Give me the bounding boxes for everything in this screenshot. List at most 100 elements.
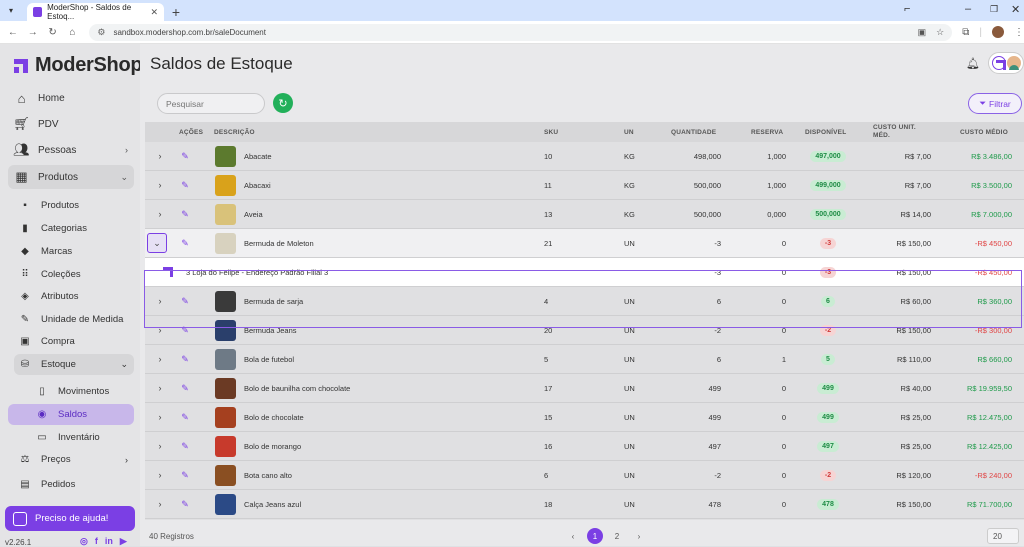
chevron-right-icon[interactable]: › bbox=[158, 499, 162, 509]
sidebar-item-home[interactable]: ⌂ Home bbox=[8, 86, 134, 110]
youtube-icon[interactable]: ▶ bbox=[119, 536, 127, 546]
cursor-icon: ⌐ bbox=[904, 3, 911, 15]
sidebar-subitem-pedidos[interactable]: ▤ Pedidos bbox=[14, 474, 134, 495]
browser-tab[interactable]: ModerShop - Saldos de Estoq... ✕ bbox=[27, 3, 164, 21]
edit-icon[interactable]: ✎ bbox=[181, 353, 189, 364]
close-window-icon[interactable]: ✕ bbox=[1011, 4, 1021, 16]
refresh-button[interactable]: ↻ bbox=[273, 93, 293, 113]
sidebar-subitem-atributos[interactable]: ◈ Atributos bbox=[14, 286, 134, 307]
main-content: Saldos de Estoque 🔔︎ ↻ ⏷ Filtrar AÇÕES D… bbox=[140, 44, 1024, 546]
search-input[interactable] bbox=[157, 93, 265, 114]
sidebar-subitem-unidade[interactable]: ✎ Unidade de Medida bbox=[14, 309, 134, 330]
table-row[interactable]: › ✎ Abacaxi 11 KG 500,000 1,000 499,000 R$ 7,00 R… bbox=[145, 171, 1024, 200]
sidebar-item-produtos[interactable]: ▦ Produtos ⌄ bbox=[8, 165, 134, 189]
chevron-right-icon[interactable]: › bbox=[158, 296, 162, 306]
forward-icon[interactable]: → bbox=[27, 26, 38, 38]
chevron-right-icon[interactable]: › bbox=[158, 151, 162, 161]
sidebar-subitem-compra[interactable]: ▣ Compra bbox=[14, 331, 134, 352]
sidebar-subitem-saldos[interactable]: ◉ Saldos bbox=[8, 404, 134, 425]
product-unit: UN bbox=[624, 325, 635, 335]
edit-icon[interactable]: ✎ bbox=[181, 498, 189, 509]
table-row[interactable]: › ✎ Bota cano alto 6 UN -2 0 -2 R$ 120,00 -R$ 240… bbox=[145, 461, 1024, 490]
edit-icon[interactable]: ✎ bbox=[181, 411, 189, 422]
brand-logo[interactable]: ModerShop bbox=[12, 54, 143, 77]
unit-cost: R$ 25,00 bbox=[900, 441, 931, 451]
facebook-icon[interactable]: f bbox=[94, 536, 98, 546]
per-page-select[interactable]: 20 bbox=[987, 528, 1019, 544]
instagram-icon[interactable]: ◎ bbox=[80, 536, 88, 546]
page-1-button[interactable]: 1 bbox=[587, 528, 603, 544]
sidebar-subitem-marcas[interactable]: ◆ Marcas bbox=[14, 241, 134, 262]
sidebar-item-pdv[interactable]: 🛒︎ PDV bbox=[8, 112, 134, 136]
bell-icon[interactable]: 🔔︎ bbox=[966, 57, 980, 70]
edit-icon[interactable]: ✎ bbox=[181, 179, 189, 190]
table-row[interactable]: › ✎ Calça Jeans azul 18 UN 478 0 478 R$ 150,00 R$… bbox=[145, 490, 1024, 519]
minimize-icon[interactable]: – bbox=[965, 3, 972, 15]
table-row[interactable]: › ✎ Bolo de morango 16 UN 497 0 497 R$ 25,00 R$ 1… bbox=[145, 432, 1024, 461]
stock-table: AÇÕES DESCRIÇÃO SKU UN QUANTIDADE RESERV… bbox=[145, 122, 1024, 520]
chevron-right-icon[interactable]: › bbox=[158, 441, 162, 451]
table-row[interactable]: › ✎ Bermuda de sarja 4 UN 6 0 6 R$ 60,00 R$ 360,0… bbox=[145, 287, 1024, 316]
sidebar-item-label: Movimentos bbox=[58, 386, 110, 397]
chevron-right-icon[interactable]: › bbox=[158, 209, 162, 219]
table-row[interactable]: ⌄ ✎ Bermuda de Moleton 21 UN -3 0 -3 R$ 150,00 -R… bbox=[145, 229, 1024, 258]
table-row[interactable]: › ✎ Bola de futebol 5 UN 6 1 5 R$ 110,00 R$ 660,0… bbox=[145, 345, 1024, 374]
sidebar-subitem-movimentos[interactable]: ▯ Movimentos bbox=[8, 381, 134, 402]
help-button[interactable]: Preciso de ajuda! bbox=[5, 506, 135, 531]
chevron-down-icon[interactable]: ⌄ bbox=[147, 233, 167, 253]
site-info-icon[interactable]: ⚙ bbox=[97, 26, 106, 37]
back-icon[interactable]: ← bbox=[7, 26, 18, 38]
chevron-right-icon[interactable]: › bbox=[158, 383, 162, 393]
edit-icon[interactable]: ✎ bbox=[181, 150, 189, 161]
url-bar[interactable]: ⚙ sandbox.modershop.com.br/saleDocument … bbox=[89, 23, 953, 41]
new-tab-button[interactable]: + bbox=[171, 4, 181, 20]
sidebar-subitem-produtos[interactable]: ▪ Produtos bbox=[14, 195, 134, 216]
chevron-right-icon[interactable]: › bbox=[158, 325, 162, 335]
chevron-right-icon[interactable]: › bbox=[158, 354, 162, 364]
user-menu[interactable] bbox=[988, 52, 1024, 74]
product-quantity: 478 bbox=[708, 499, 721, 509]
edit-icon[interactable]: ✎ bbox=[181, 382, 189, 393]
prev-page-icon[interactable]: ‹ bbox=[571, 531, 575, 541]
sidebar-subitem-precos[interactable]: ⚖ Preços › bbox=[14, 449, 134, 470]
sidebar-subitem-colecoes[interactable]: ⠿ Coleções bbox=[14, 264, 134, 285]
sidebar-subitem-categorias[interactable]: ▮ Categorias bbox=[14, 218, 134, 239]
edit-icon[interactable]: ✎ bbox=[181, 237, 189, 248]
home-icon[interactable]: ⌂ bbox=[69, 26, 76, 38]
tab-search-icon[interactable]: ▾ bbox=[8, 6, 13, 15]
store-description: 3 Loja do Felipe - Endereço Padrão Filia… bbox=[186, 267, 329, 277]
table-row[interactable]: › ✎ Aveia 13 KG 500,000 0,000 500,000 R$ 14,00 R$… bbox=[145, 200, 1024, 229]
product-thumbnail bbox=[214, 432, 237, 460]
table-row[interactable]: › ✎ Abacate 10 KG 498,000 1,000 497,000 R$ 7,00 R… bbox=[145, 142, 1024, 171]
edit-icon[interactable]: ✎ bbox=[181, 324, 189, 335]
install-icon[interactable]: ▣ bbox=[917, 26, 927, 37]
sidebar-item-pessoas[interactable]: 👥︎ Pessoas › bbox=[8, 138, 134, 162]
product-thumbnail bbox=[214, 403, 237, 431]
restore-icon[interactable]: ❐ bbox=[990, 4, 999, 14]
sidebar-subitem-inventario[interactable]: ▭ Inventário bbox=[8, 427, 134, 448]
edit-icon[interactable]: ✎ bbox=[181, 469, 189, 480]
chevron-right-icon[interactable]: › bbox=[158, 180, 162, 190]
edit-icon[interactable]: ✎ bbox=[181, 440, 189, 451]
edit-icon[interactable]: ✎ bbox=[181, 295, 189, 306]
page-2-button[interactable]: 2 bbox=[614, 531, 620, 541]
menu-icon[interactable]: ⋮ bbox=[1013, 26, 1024, 38]
chevron-right-icon[interactable]: › bbox=[158, 412, 162, 422]
balance-icon: ◉ bbox=[37, 409, 47, 420]
filter-button[interactable]: ⏷ Filtrar bbox=[968, 93, 1022, 114]
chevron-right-icon[interactable]: › bbox=[158, 470, 162, 480]
table-row[interactable]: › ✎ Bermuda Jeans 20 UN -2 0 -2 R$ 150,00 -R$ 300… bbox=[145, 316, 1024, 345]
profile-avatar[interactable] bbox=[991, 26, 1004, 38]
sidebar-subitem-estoque[interactable]: ⛁ Estoque ⌄ bbox=[14, 354, 134, 375]
close-tab-icon[interactable]: ✕ bbox=[150, 6, 158, 17]
linkedin-icon[interactable]: in bbox=[104, 536, 113, 546]
bookmark-star-icon[interactable]: ☆ bbox=[936, 26, 945, 37]
store-reserve: 0 bbox=[781, 267, 786, 277]
product-description: Bermuda de sarja bbox=[244, 296, 304, 306]
reload-icon[interactable]: ↻ bbox=[48, 26, 57, 38]
edit-icon[interactable]: ✎ bbox=[181, 208, 189, 219]
table-row[interactable]: › ✎ Bolo de baunilha com chocolate 17 UN 499 0… bbox=[145, 374, 1024, 403]
table-row[interactable]: › ✎ Bolo de chocolate 15 UN 499 0 499 R$ 25,00 R$… bbox=[145, 403, 1024, 432]
extensions-icon[interactable]: ⧉ bbox=[962, 26, 970, 38]
next-page-icon[interactable]: › bbox=[637, 531, 641, 541]
